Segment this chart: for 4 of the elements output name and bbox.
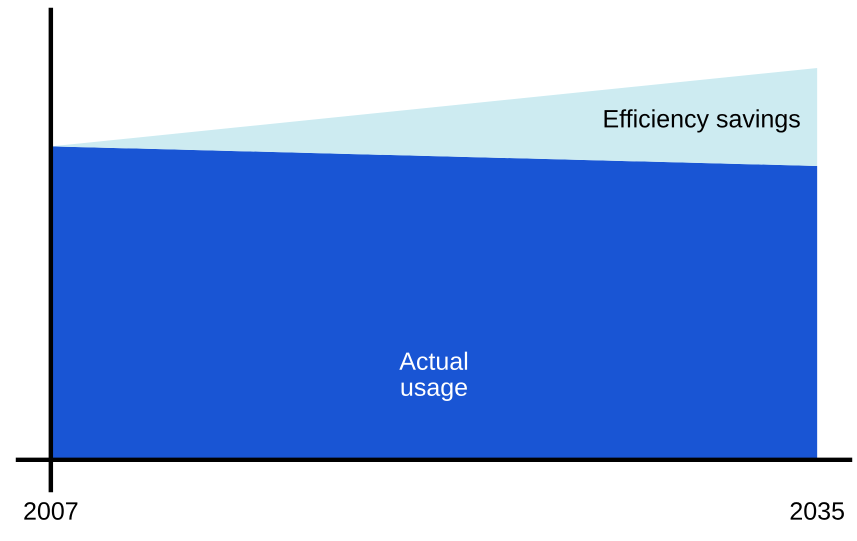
series-label: Actual usage — [399, 352, 468, 401]
x-tick-label: 2035 — [790, 502, 844, 520]
x-tick-label: 2007 — [24, 502, 78, 520]
series-label: Efficiency savings — [604, 109, 800, 133]
